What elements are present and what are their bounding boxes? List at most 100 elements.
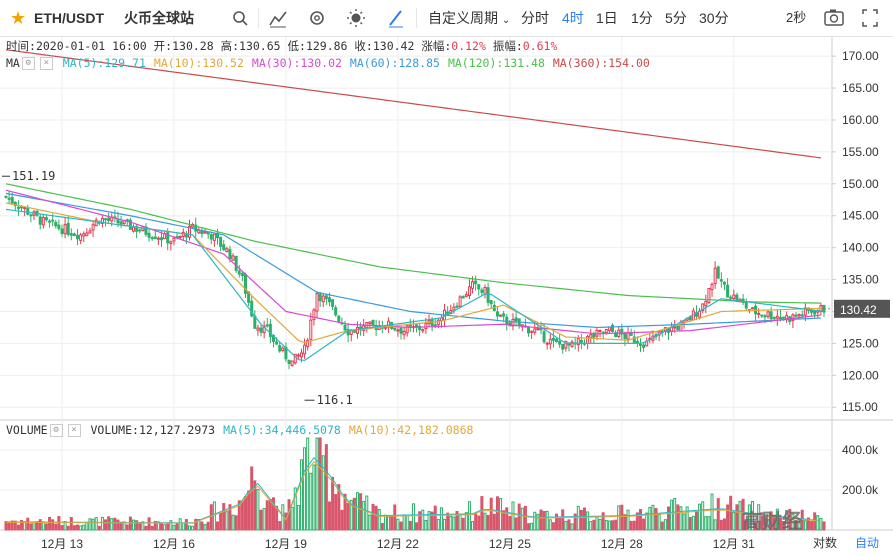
volume-bar xyxy=(399,521,403,531)
volume-bar xyxy=(673,498,677,531)
volume-bar xyxy=(256,489,260,531)
volume-bar xyxy=(617,505,621,531)
volume-bar xyxy=(719,519,723,531)
volume-bar xyxy=(396,518,400,531)
refresh-rate[interactable]: 2秒 xyxy=(786,10,807,25)
ohlc-info-bar: 时间:2020-01-01 16:00 开:130.28 高:130.65 低:… xyxy=(6,38,557,54)
candle-body xyxy=(306,339,310,348)
low-annotation: 116.1 xyxy=(317,393,353,407)
volume-bar xyxy=(166,523,170,531)
volume-bar xyxy=(785,510,789,531)
x-tick-label: 12月 28 xyxy=(601,537,643,551)
volume-bar xyxy=(234,515,238,531)
symbol-name[interactable]: ETH/USDT xyxy=(34,10,104,26)
price-tick-label: 155.00 xyxy=(842,145,879,159)
volume-bar xyxy=(359,493,363,531)
volume-bar xyxy=(766,519,770,531)
volume-bar xyxy=(452,516,456,531)
volume-bar xyxy=(611,520,615,531)
volume-bar xyxy=(32,521,36,531)
volume-bar xyxy=(315,437,319,531)
volume-bar xyxy=(688,517,692,531)
theme-sun-icon[interactable] xyxy=(346,0,366,36)
favorite-star-icon[interactable]: ★ xyxy=(10,8,27,28)
candle-body xyxy=(785,315,789,320)
candle-body xyxy=(551,337,555,341)
volume-bar xyxy=(181,522,185,531)
interval-tab-active[interactable]: 4时 xyxy=(562,10,584,26)
draw-pen-icon[interactable] xyxy=(386,0,406,36)
volume-bar xyxy=(331,476,335,531)
candle-body xyxy=(794,314,798,317)
volume-bar xyxy=(128,516,132,531)
volume-bar xyxy=(343,493,347,531)
candle-body xyxy=(160,237,164,241)
gear-icon[interactable] xyxy=(307,0,327,36)
volume-bar xyxy=(172,524,176,531)
indicator-icon[interactable] xyxy=(268,0,288,36)
candle-body xyxy=(225,248,229,253)
ma-legend-item: MA(60):128.85 xyxy=(349,56,440,70)
period-menu[interactable]: 自定义周期 ⌄ xyxy=(428,0,510,36)
volume-bar xyxy=(614,519,618,531)
close-icon[interactable]: × xyxy=(67,424,81,437)
interval-tab[interactable]: 分时 xyxy=(521,10,549,26)
volume-bar xyxy=(231,514,235,531)
volume-bar xyxy=(160,522,164,531)
candle-body xyxy=(561,343,565,350)
volume-bar xyxy=(654,508,658,531)
exchange-name: 火币全球站 xyxy=(124,10,194,26)
volume-bar xyxy=(670,499,674,531)
volume-bar xyxy=(464,512,468,531)
volume-bar xyxy=(203,524,207,531)
settings-icon[interactable]: ⚙ xyxy=(21,57,35,70)
candle-body xyxy=(763,315,767,318)
volume-bar xyxy=(259,509,263,531)
candle-body xyxy=(371,319,375,326)
camera-icon[interactable] xyxy=(823,0,845,36)
volume-bar xyxy=(467,501,471,531)
scale-log-button[interactable]: 对数 xyxy=(813,536,838,550)
volume-bar xyxy=(698,503,702,531)
volume-bar xyxy=(72,525,76,531)
volume-bar xyxy=(296,504,300,531)
candle-body xyxy=(54,221,58,227)
candle-body xyxy=(256,327,260,331)
candle-body xyxy=(287,359,291,365)
candle-body xyxy=(200,230,204,235)
volume-bar xyxy=(729,495,733,531)
candle-body xyxy=(533,328,537,333)
volume-bar xyxy=(589,520,593,531)
fullscreen-icon[interactable] xyxy=(860,0,880,36)
volume-bar xyxy=(564,520,568,531)
candle-body xyxy=(586,335,590,344)
candle-body xyxy=(104,218,108,221)
volume-bar xyxy=(275,505,279,531)
scale-auto-button[interactable]: 自动 xyxy=(855,536,880,550)
candle-body xyxy=(181,231,185,237)
candle-body xyxy=(16,206,20,209)
close-icon[interactable]: × xyxy=(39,57,53,70)
interval-tab[interactable]: 1日 xyxy=(596,10,618,26)
volume-bar xyxy=(567,519,571,531)
candle-body xyxy=(511,318,515,327)
volume-bar xyxy=(222,503,226,531)
price-tick-label: 140.00 xyxy=(842,241,879,255)
interval-tab[interactable]: 1分 xyxy=(631,10,653,26)
search-icon[interactable] xyxy=(232,0,248,36)
candle-body xyxy=(82,233,86,237)
volume-bar xyxy=(76,524,80,531)
interval-tab[interactable]: 5分 xyxy=(665,10,687,26)
candle-body xyxy=(94,219,98,227)
volume-bar xyxy=(626,509,630,531)
candle-body xyxy=(474,280,478,285)
volume-bar xyxy=(436,519,440,531)
volume-bar xyxy=(191,525,195,531)
candle-body xyxy=(209,234,213,240)
volume-bar xyxy=(169,520,173,531)
candle-body xyxy=(69,233,73,236)
settings-icon[interactable]: ⚙ xyxy=(49,424,63,437)
interval-tab[interactable]: 30分 xyxy=(699,10,729,26)
volume-bar xyxy=(810,521,814,531)
